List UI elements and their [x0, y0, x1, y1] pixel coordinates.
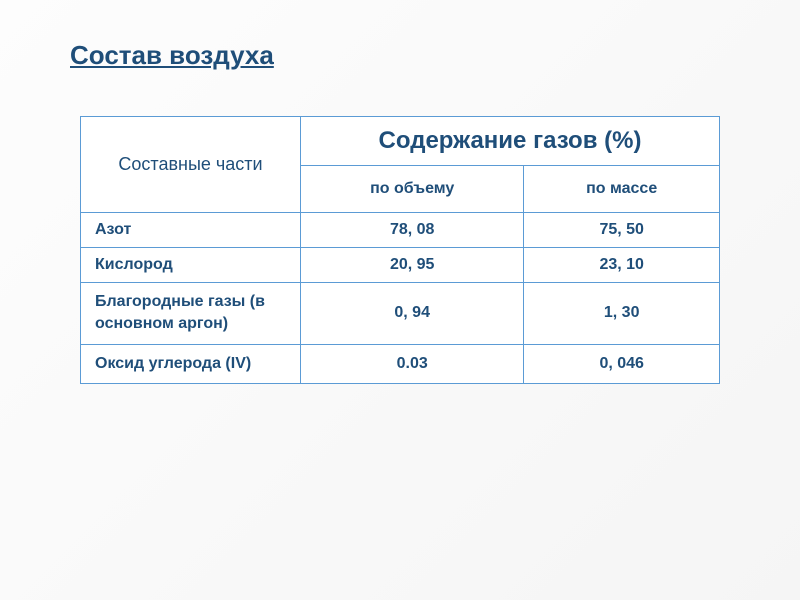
subheader-volume: по объему — [301, 166, 524, 213]
row-value-oxygen-mass: 23, 10 — [524, 248, 720, 283]
row-value-noble-mass: 1, 30 — [524, 283, 720, 345]
subheader-mass: по массе — [524, 166, 720, 213]
row-label-oxygen: Кислород — [81, 248, 301, 283]
table-row: Азот 78, 08 75, 50 — [81, 213, 720, 248]
table-row: Оксид углерода (IV) 0.03 0, 046 — [81, 344, 720, 383]
row-value-nitrogen-volume: 78, 08 — [301, 213, 524, 248]
table-header-row: Составные части Содержание газов (%) — [81, 117, 720, 166]
row-label-nitrogen: Азот — [81, 213, 301, 248]
row-label-noble-gases: Благородные газы (в основном аргон) — [81, 283, 301, 345]
air-composition-table: Составные части Содержание газов (%) по … — [80, 116, 720, 384]
header-gas-content: Содержание газов (%) — [301, 117, 720, 166]
row-value-co2-mass: 0, 046 — [524, 344, 720, 383]
table-row: Благородные газы (в основном аргон) 0, 9… — [81, 283, 720, 345]
row-label-co2: Оксид углерода (IV) — [81, 344, 301, 383]
air-composition-table-container: Составные части Содержание газов (%) по … — [80, 116, 720, 384]
row-value-co2-volume: 0.03 — [301, 344, 524, 383]
page-title: Состав воздуха — [70, 40, 740, 71]
header-components: Составные части — [81, 117, 301, 213]
row-value-nitrogen-mass: 75, 50 — [524, 213, 720, 248]
row-value-oxygen-volume: 20, 95 — [301, 248, 524, 283]
table-row: Кислород 20, 95 23, 10 — [81, 248, 720, 283]
row-value-noble-volume: 0, 94 — [301, 283, 524, 345]
